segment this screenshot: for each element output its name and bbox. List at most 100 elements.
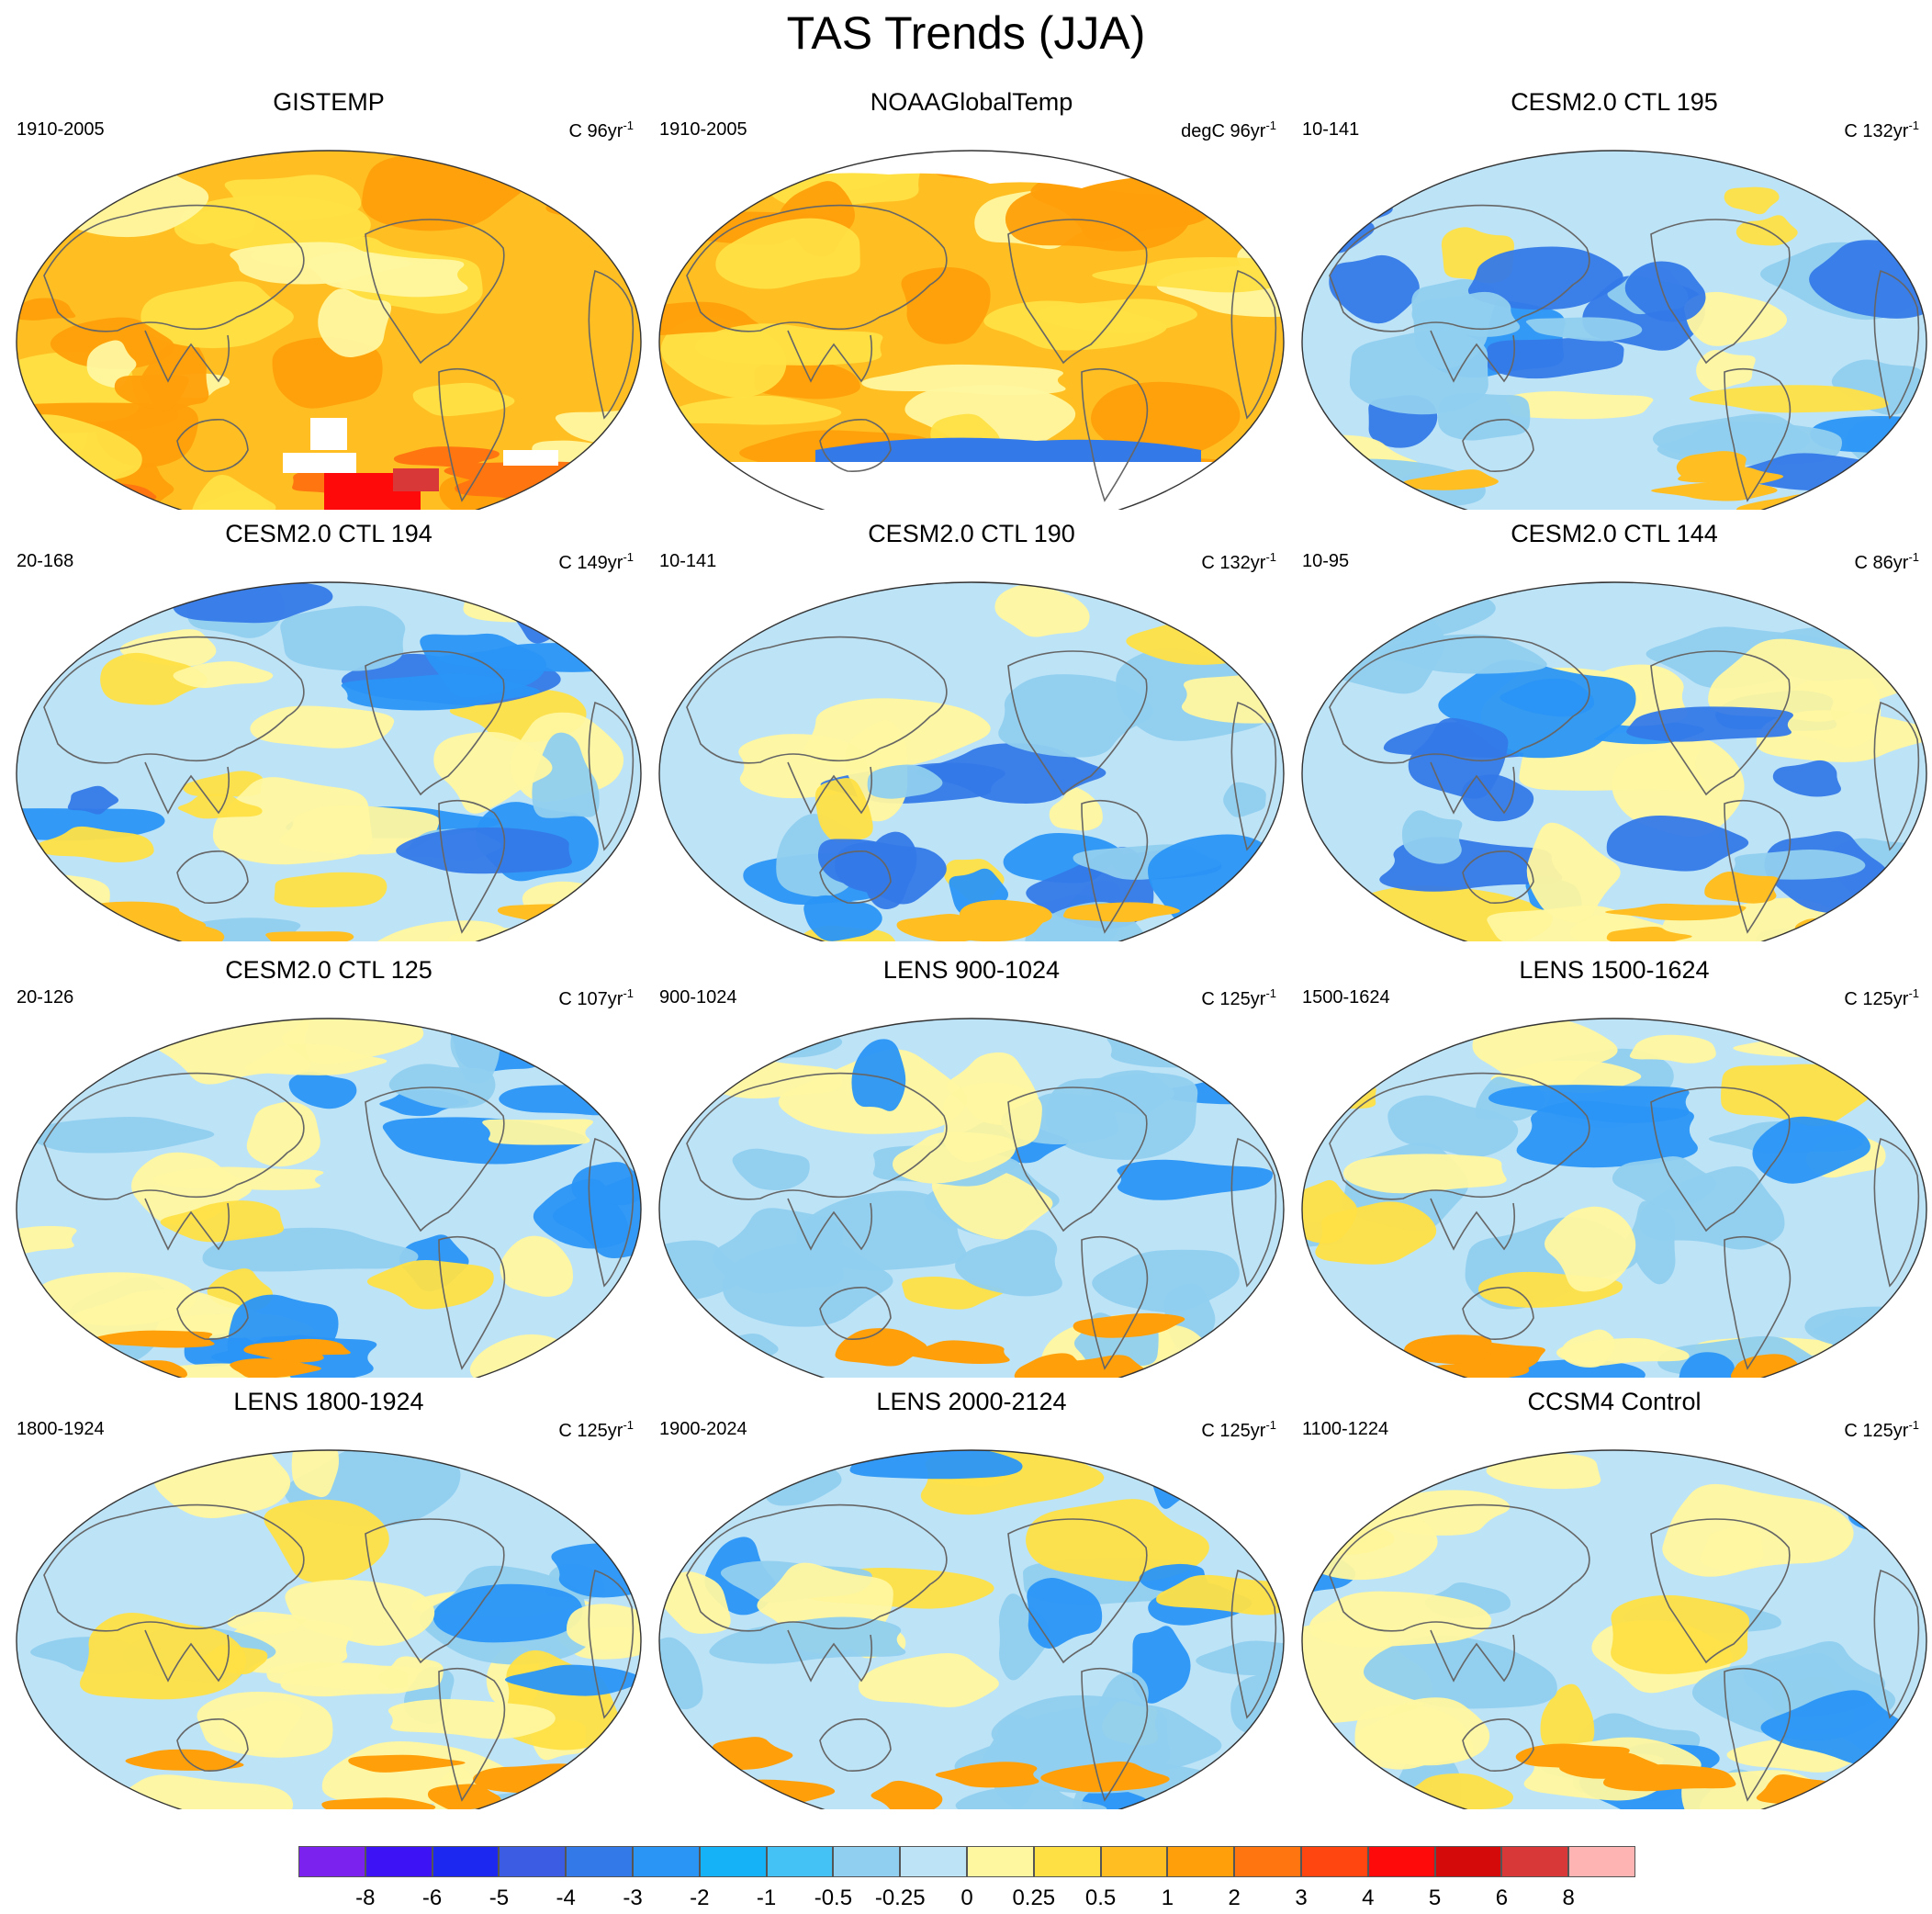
field-patch bbox=[1760, 1690, 1906, 1765]
panel-units-text: C 132yr bbox=[1201, 553, 1266, 573]
coastline bbox=[1873, 701, 1920, 851]
field-patch bbox=[388, 1064, 496, 1109]
panel-period: 10-141 bbox=[1302, 119, 1360, 140]
panel-period: 20-126 bbox=[17, 987, 74, 1008]
map-panel-ctl190: CESM2.0 CTL 190 10-141 C 132yr-1 bbox=[650, 519, 1293, 941]
colorbar-label: 6 bbox=[1495, 1886, 1509, 1910]
coastline bbox=[438, 367, 506, 502]
field-patch bbox=[1329, 254, 1420, 324]
coastline bbox=[1081, 1235, 1149, 1370]
field-patch bbox=[197, 1691, 333, 1758]
field-patch-strong bbox=[1062, 902, 1180, 922]
field-patch bbox=[1505, 391, 1654, 420]
coastline bbox=[144, 1198, 230, 1251]
coastline bbox=[588, 1137, 635, 1288]
coastline bbox=[1007, 219, 1148, 365]
coastline bbox=[365, 650, 505, 796]
field-patch-strong bbox=[1678, 467, 1784, 485]
panel-units: C 132yr-1 bbox=[1844, 115, 1919, 142]
coastline bbox=[176, 1718, 249, 1772]
panel-units-text: C 132yr bbox=[1844, 121, 1909, 141]
coastline bbox=[1430, 761, 1516, 815]
field-patch-strong bbox=[835, 1328, 927, 1367]
map-panel-gistemp: GISTEMP 1910-2005 C 96yr-1 bbox=[7, 87, 650, 510]
panel-units-exponent: -1 bbox=[623, 1418, 634, 1432]
coastline bbox=[438, 1235, 506, 1370]
panel-units-exponent: -1 bbox=[1265, 1418, 1276, 1432]
field-patch bbox=[1090, 381, 1241, 457]
field-patch bbox=[264, 1499, 389, 1583]
coastline bbox=[819, 850, 892, 904]
field-patch bbox=[1309, 1591, 1492, 1648]
field-patch-strong bbox=[709, 1737, 793, 1770]
field-patch bbox=[1708, 638, 1913, 722]
panel-units: C 125yr-1 bbox=[1201, 1414, 1276, 1442]
colorbar-label: -0.25 bbox=[874, 1886, 926, 1910]
map-gistemp bbox=[16, 150, 642, 510]
panel-units: C 86yr-1 bbox=[1855, 546, 1919, 574]
map-noaa bbox=[658, 150, 1285, 510]
field-patch bbox=[291, 1450, 339, 1498]
map-boundary bbox=[16, 1449, 642, 1809]
field-patch bbox=[412, 382, 515, 417]
field-patch bbox=[190, 475, 271, 510]
field-patch bbox=[67, 785, 119, 815]
field-patch bbox=[1678, 1352, 1736, 1378]
coastline bbox=[1462, 419, 1534, 472]
field-patch bbox=[1756, 710, 1926, 762]
field-patch bbox=[715, 218, 860, 289]
field-patch-strong bbox=[1402, 469, 1499, 490]
map-boundary bbox=[658, 581, 1285, 941]
coastline bbox=[787, 330, 873, 383]
field-patch bbox=[17, 1225, 77, 1255]
field-patch bbox=[1117, 1159, 1274, 1200]
field-patch bbox=[1411, 291, 1521, 337]
map-lens1500 bbox=[1301, 1018, 1927, 1378]
colorbar-label: -8 bbox=[355, 1886, 376, 1910]
field-patch-strong bbox=[871, 1780, 943, 1809]
panel-units-exponent: -1 bbox=[623, 986, 634, 1000]
field-patch bbox=[274, 872, 388, 908]
colorbar-cell bbox=[1033, 1846, 1101, 1877]
map-ccsm4 bbox=[1301, 1449, 1927, 1809]
field-patch bbox=[1134, 1025, 1243, 1052]
colorbar-cell bbox=[298, 1846, 365, 1877]
colorbar-cell bbox=[365, 1846, 432, 1877]
map-panel-lens1500: LENS 1500-1624 1500-1624 C 125yr-1 bbox=[1293, 955, 1932, 1378]
field-patch bbox=[318, 288, 392, 358]
map-boundary bbox=[16, 1018, 642, 1378]
field-patch bbox=[1363, 1635, 1557, 1709]
field-patch bbox=[86, 340, 137, 388]
coastline bbox=[1081, 367, 1149, 502]
coastline bbox=[1650, 650, 1791, 796]
field-patch-south bbox=[815, 437, 1201, 464]
panel-title: GISTEMP bbox=[273, 88, 385, 116]
field-patch bbox=[432, 1583, 583, 1643]
panel-period: 1910-2005 bbox=[17, 119, 105, 140]
panel-units-text: C 86yr bbox=[1854, 553, 1909, 573]
coastline bbox=[1230, 1137, 1277, 1288]
colorbar-label: -6 bbox=[421, 1886, 443, 1910]
map-boundary bbox=[658, 150, 1285, 510]
coastline bbox=[144, 761, 230, 815]
coastline bbox=[43, 636, 305, 764]
field-patch-strong bbox=[1606, 926, 1692, 941]
panel-units-text: C 96yr bbox=[568, 121, 623, 141]
field-patch bbox=[1437, 393, 1531, 441]
panel-title: NOAAGlobalTemp bbox=[870, 88, 1073, 116]
field-patch bbox=[659, 892, 742, 941]
colorbar-cell bbox=[566, 1846, 633, 1877]
field-patch bbox=[730, 1026, 843, 1058]
panel-units-text: C 125yr bbox=[1201, 989, 1266, 1009]
panel-units-exponent: -1 bbox=[1908, 550, 1919, 564]
panel-units-text: degC 96yr bbox=[1181, 121, 1266, 141]
panel-units-exponent: -1 bbox=[623, 118, 634, 132]
panel-title: LENS 2000-2124 bbox=[876, 1388, 1067, 1415]
field-mask bbox=[503, 450, 558, 466]
field-patch bbox=[1181, 671, 1284, 724]
field-patch bbox=[100, 652, 208, 705]
colorbar-label: 3 bbox=[1295, 1886, 1308, 1910]
coastline bbox=[1724, 1667, 1792, 1802]
field-patch bbox=[1027, 1578, 1103, 1649]
field-patch bbox=[396, 827, 572, 874]
